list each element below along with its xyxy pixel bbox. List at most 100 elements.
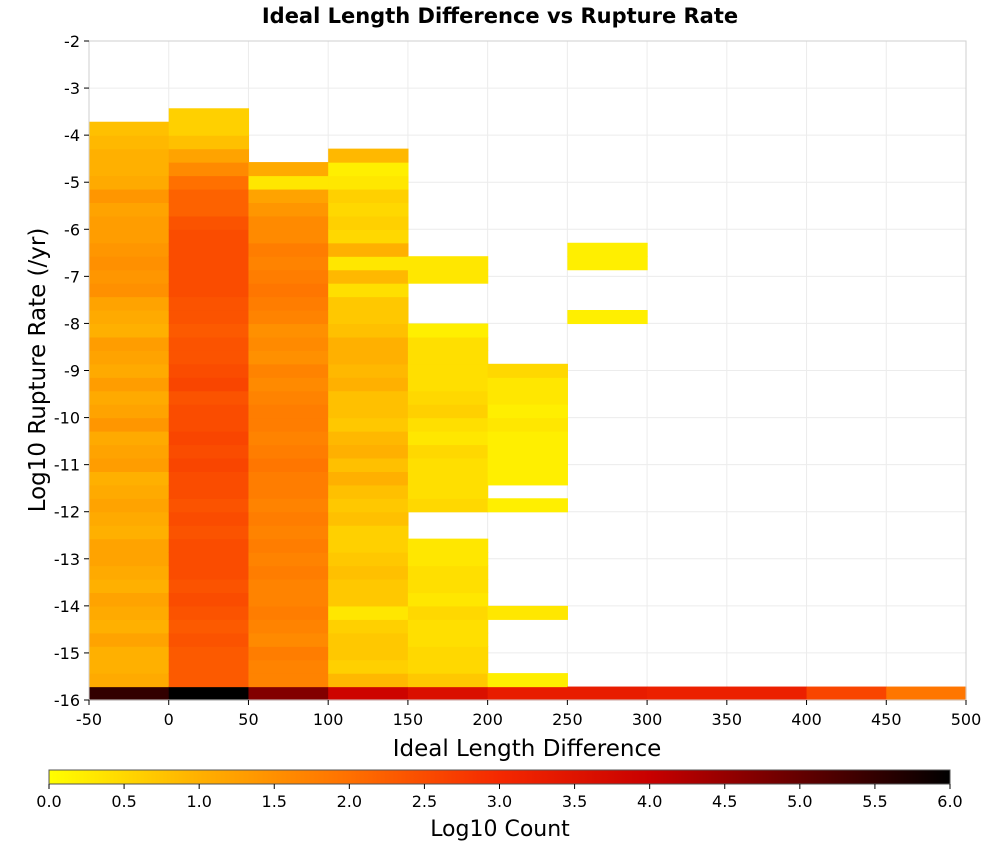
heatmap-cell	[89, 256, 170, 271]
heatmap-cell	[168, 121, 250, 136]
x-tick-label: 250	[552, 710, 583, 729]
heatmap-cell	[248, 363, 329, 378]
heatmap-cell	[407, 444, 489, 459]
heatmap-cell	[168, 592, 250, 607]
heatmap-cell	[168, 377, 250, 392]
heatmap-cell	[407, 323, 489, 338]
heatmap-cell	[328, 632, 409, 647]
y-tick-label: -12	[54, 503, 80, 522]
colorbar-tick-label: 5.5	[862, 792, 887, 811]
heatmap-cell	[407, 686, 489, 701]
heatmap-cell	[89, 525, 170, 540]
heatmap-cell	[328, 686, 409, 701]
heatmap-cell	[886, 686, 967, 701]
heatmap-cell	[328, 659, 409, 674]
heatmap-cell	[248, 498, 329, 513]
heatmap-cell	[168, 511, 250, 526]
heatmap-cell	[168, 188, 250, 204]
heatmap-cell	[248, 404, 329, 419]
y-axis-label: Log10 Rupture Rate (/yr)	[25, 228, 51, 513]
heatmap-cell	[89, 431, 170, 446]
heatmap-cell	[168, 686, 250, 701]
heatmap-cell	[248, 484, 329, 499]
heatmap-cell	[168, 215, 250, 230]
heatmap-cell	[407, 619, 489, 634]
heatmap-cell	[487, 417, 568, 432]
y-tick-label: -10	[54, 409, 80, 428]
heatmap-cell	[168, 484, 250, 499]
heatmap-cell	[89, 565, 170, 580]
heatmap-cell	[248, 162, 329, 177]
x-axis-ticks: -50 0 50 100 150 200 250 300 350 400 450 500	[76, 700, 981, 729]
heatmap-cell	[248, 686, 329, 701]
heatmap-cell	[487, 377, 568, 392]
heatmap-cell	[168, 363, 250, 378]
heatmap-cell	[168, 162, 250, 177]
heatmap-cell	[248, 377, 329, 392]
y-tick-label: -15	[54, 644, 80, 663]
colorbar-label: Log10 Count	[430, 817, 570, 842]
heatmap-cell	[328, 242, 409, 257]
heatmap-cell	[89, 484, 170, 499]
heatmap-cell	[168, 552, 250, 567]
heatmap-cell	[567, 686, 648, 701]
heatmap-cell	[248, 538, 329, 553]
x-tick-label: -50	[76, 710, 102, 729]
heatmap-cell	[407, 592, 489, 607]
heatmap-cell	[168, 175, 250, 190]
heatmap-cell	[248, 269, 329, 284]
heatmap-cell	[407, 471, 489, 486]
heatmap-cell	[328, 215, 409, 230]
y-tick-label: -3	[64, 79, 80, 98]
heatmap-cell	[407, 646, 489, 661]
heatmap-cell	[248, 605, 329, 620]
x-tick-label: 400	[791, 710, 822, 729]
heatmap-cell	[248, 296, 329, 311]
heatmap-cell	[89, 511, 170, 526]
colorbar-tick-label: 5.0	[787, 792, 812, 811]
heatmap-cell	[89, 605, 170, 620]
heatmap-cell	[407, 498, 489, 513]
x-tick-label: 500	[951, 710, 982, 729]
heatmap-cell	[168, 619, 250, 634]
heatmap-cell	[168, 646, 250, 661]
heatmap-cell	[248, 390, 329, 405]
heatmap-cell	[168, 269, 250, 284]
heatmap-cell	[89, 552, 170, 567]
heatmap-cell	[248, 592, 329, 607]
heatmap-cell	[89, 135, 170, 150]
heatmap-cell	[328, 296, 409, 311]
heatmap-cell	[89, 202, 170, 217]
heatmap-cell	[89, 188, 170, 204]
heatmap-cell	[89, 592, 170, 607]
heatmap-cell	[328, 457, 409, 472]
heatmap-cell	[248, 511, 329, 526]
heatmap-cell	[168, 229, 250, 244]
heatmap-cell	[487, 363, 568, 378]
heatmap-cell	[168, 404, 250, 419]
y-tick-label: -14	[54, 597, 80, 616]
heatmap-cell	[487, 673, 568, 688]
heatmap-cell	[248, 229, 329, 244]
heatmap-cell	[168, 431, 250, 446]
heatmap-cell	[487, 471, 568, 486]
heatmap-cell	[487, 431, 568, 446]
colorbar-tick-label: 2.0	[337, 792, 362, 811]
heatmap-cell	[168, 632, 250, 647]
colorbar-tick-label: 1.5	[262, 792, 287, 811]
heatmap-cell	[328, 390, 409, 405]
heatmap-cell	[328, 404, 409, 419]
heatmap-cell	[168, 538, 250, 553]
heatmap-cell	[407, 256, 489, 271]
heatmap-cell	[328, 336, 409, 351]
x-tick-label: 350	[712, 710, 743, 729]
heatmap-cell	[407, 404, 489, 419]
heatmap-cell	[328, 309, 409, 325]
heatmap-cell	[328, 646, 409, 661]
colorbar-tick-label: 6.0	[937, 792, 962, 811]
heatmap-cell	[89, 229, 170, 244]
heatmap-cell	[168, 673, 250, 688]
heatmap-cell	[89, 417, 170, 432]
heatmap-cell	[89, 646, 170, 661]
heatmap-cell	[328, 592, 409, 607]
